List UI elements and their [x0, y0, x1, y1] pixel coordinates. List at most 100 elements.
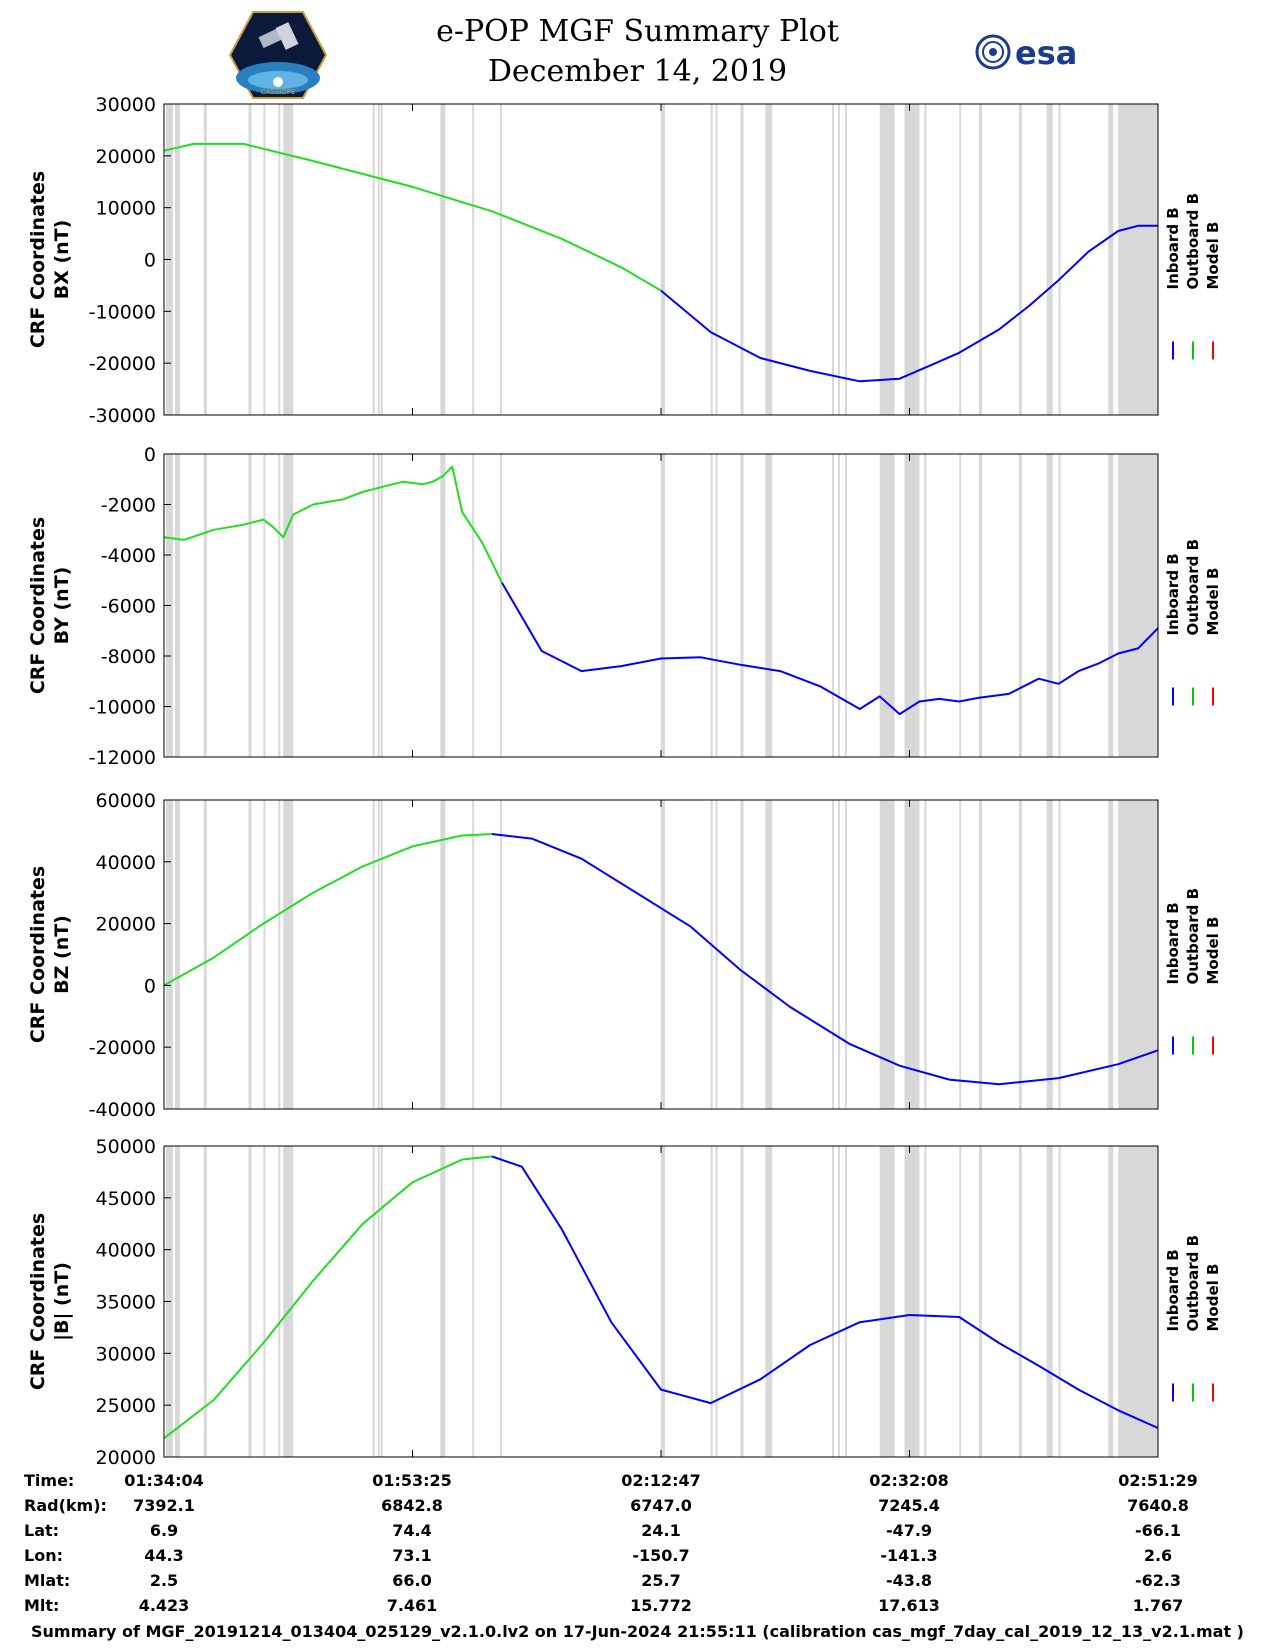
data-gap-band: [661, 1146, 665, 1457]
data-gap-band: [283, 104, 294, 415]
info-cell: 24.1: [641, 1521, 681, 1540]
data-gap-band: [372, 454, 375, 757]
info-cell: -62.3: [1134, 1571, 1182, 1590]
y-tick-label: -10000: [89, 301, 156, 323]
data-gap-band: [924, 800, 927, 1109]
info-row-label: Mlt:: [24, 1596, 60, 1615]
data-gap-band: [203, 1146, 207, 1457]
legend: Inboard B Outboard B Model B: [1164, 1235, 1222, 1402]
data-gap-band: [831, 1146, 834, 1457]
data-gap-band: [263, 454, 266, 757]
info-cell: 7392.1: [133, 1496, 195, 1515]
data-gap-band: [472, 104, 475, 415]
info-cell: 74.4: [392, 1521, 432, 1540]
data-gap-band: [710, 454, 713, 757]
data-gap-band: [765, 104, 773, 415]
info-cell: 01:53:25: [372, 1471, 452, 1490]
data-gap-band: [377, 1146, 380, 1457]
info-cell: 25.7: [641, 1571, 681, 1590]
series-line-outboard-b: [163, 142, 662, 292]
data-gap-band: [1018, 800, 1022, 1109]
y-tick-label: 50000: [96, 1136, 156, 1158]
data-gap-band: [263, 1146, 266, 1457]
y-tick-label: -12000: [89, 747, 156, 769]
data-gap-band: [380, 800, 383, 1109]
data-gap-band: [1118, 104, 1158, 415]
data-gap-band: [499, 104, 502, 415]
y-axis-label: CRF Coordinates BY (nT): [27, 517, 73, 694]
y-axis-label: CRF Coordinates |B| (nT): [27, 1213, 73, 1390]
data-gap-band: [979, 104, 983, 415]
y-tick-label: 20000: [96, 914, 156, 936]
data-gap-band: [1018, 454, 1022, 757]
info-cell: 15.772: [630, 1596, 692, 1615]
legend-label: Inboard B: [1164, 553, 1182, 635]
data-gap-band: [710, 800, 713, 1109]
data-gap-band: [710, 1146, 713, 1457]
data-gap-band: [740, 104, 744, 415]
info-cell: 6747.0: [630, 1496, 692, 1515]
info-row-label: Lon:: [24, 1546, 63, 1565]
data-gap-band: [904, 1146, 920, 1457]
info-cell: -141.3: [880, 1546, 938, 1565]
data-gap-band: [1046, 800, 1053, 1109]
info-row-label: Lat:: [24, 1521, 60, 1540]
y-tick-label: 35000: [96, 1292, 156, 1314]
data-gap-band: [1046, 454, 1053, 757]
legend-label: Inboard B: [1164, 1249, 1182, 1331]
data-gap-band: [924, 1146, 927, 1457]
data-gap-band: [765, 800, 773, 1109]
data-gap-band: [1058, 1146, 1061, 1457]
data-gap-band: [837, 104, 840, 415]
data-gap-band: [372, 800, 375, 1109]
info-cell: -66.1: [1134, 1521, 1182, 1540]
legend-label: Inboard B: [1164, 207, 1182, 289]
data-gap-band: [1018, 104, 1022, 415]
data-gap-band: [472, 800, 475, 1109]
data-gap-band: [174, 800, 180, 1109]
y-tick-label: 40000: [96, 1240, 156, 1262]
data-gap-band: [879, 454, 895, 757]
plot-title: e-POP MGF Summary Plot: [436, 14, 839, 49]
info-cell: 1.767: [1132, 1596, 1184, 1615]
data-gap-band: [740, 1146, 744, 1457]
data-gap-band: [283, 1146, 294, 1457]
data-gap-band: [283, 800, 294, 1109]
data-gap-band: [1108, 800, 1114, 1109]
info-cell: 2.5: [149, 1571, 179, 1590]
y-tick-label: 20000: [96, 1447, 156, 1469]
legend-label: Outboard B: [1184, 888, 1202, 985]
data-gap-band: [844, 104, 847, 415]
y-tick-label: -20000: [89, 1037, 156, 1059]
data-gap-band: [959, 104, 962, 415]
legend-label: Model B: [1204, 917, 1222, 985]
data-gap-band: [440, 454, 446, 757]
y-tick-label: 25000: [96, 1395, 156, 1417]
data-gap-band: [203, 800, 207, 1109]
data-gap-band: [740, 454, 744, 757]
y-tick-label: 60000: [96, 790, 156, 812]
data-gap-band: [715, 454, 718, 757]
data-gap-band: [661, 104, 665, 415]
info-cell: 02:32:08: [869, 1471, 949, 1490]
legend-label: Outboard B: [1184, 193, 1202, 290]
series-line-outboard-b: [163, 1155, 493, 1440]
info-cell: -150.7: [632, 1546, 690, 1565]
data-gap-band: [1108, 454, 1114, 757]
data-gap-band: [1058, 104, 1061, 415]
data-gap-band: [1046, 1146, 1053, 1457]
panel-2: 0 -2000 -4000 -6000 -8000 -10000 -12000 CRF Coo…: [27, 444, 1222, 769]
info-cell: 7245.4: [878, 1496, 940, 1515]
plot-date: December 14, 2019: [487, 54, 788, 89]
data-gap-band: [844, 454, 847, 757]
info-cell: 02:12:47: [621, 1471, 701, 1490]
data-gap-band: [248, 1146, 252, 1457]
data-gap-band: [499, 800, 502, 1109]
data-gap-band: [499, 1146, 502, 1457]
y-tick-label: -30000: [89, 405, 156, 427]
legend-label: Model B: [1204, 1264, 1222, 1332]
series-line-inboard-b: [491, 833, 1159, 1086]
data-gap-band: [372, 104, 375, 415]
y-tick-label: 45000: [96, 1188, 156, 1210]
data-gap-band: [278, 454, 281, 757]
